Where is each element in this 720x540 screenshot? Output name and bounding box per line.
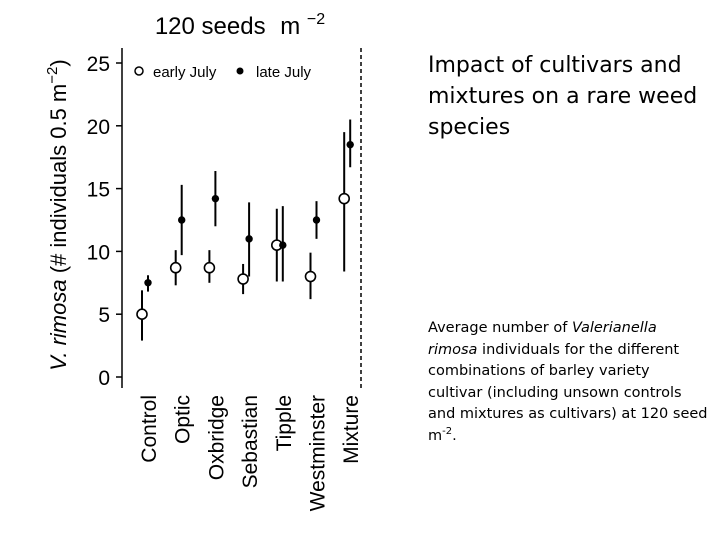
x-tick-label: Oxbridge xyxy=(205,395,228,480)
y-axis-label-exp: −2 xyxy=(44,67,61,84)
data-point xyxy=(304,270,317,283)
x-tick-label: Optic xyxy=(172,395,195,444)
y-tick-label: 25 xyxy=(87,53,110,76)
chart-title-main: 120 seeds xyxy=(155,13,266,40)
chart-title-unit: m xyxy=(280,13,300,40)
y-axis-label-text: (# individuals 0.5 m xyxy=(46,84,71,280)
data-point xyxy=(237,273,249,285)
data-point xyxy=(338,192,351,205)
data-points xyxy=(136,140,354,321)
x-tick-label: Sebastian xyxy=(239,395,262,488)
chart-title: 120 seeds m −2 xyxy=(155,11,325,40)
y-tick-label: 20 xyxy=(87,116,110,139)
figure-caption: Average number of Valerianella rimosa in… xyxy=(428,318,708,447)
y-axis-label: V. rimosa (# individuals 0.5 m−2) xyxy=(44,59,71,370)
data-point xyxy=(312,216,321,224)
data-point xyxy=(245,235,253,243)
data-point xyxy=(203,261,216,274)
data-point xyxy=(144,279,152,287)
data-point xyxy=(279,241,287,249)
legend: early July late July xyxy=(134,64,312,81)
x-tick-label: Westminster xyxy=(307,395,330,511)
y-tick-label: 10 xyxy=(87,241,110,264)
error-bars xyxy=(141,119,352,341)
caption-species: Valerianella rimosa xyxy=(428,320,657,358)
y-axis-label-species: V. rimosa xyxy=(46,279,71,370)
weed-density-chart: 120 seeds m −2 V. rimosa (# individuals … xyxy=(44,11,363,511)
caption-end: . xyxy=(452,427,457,444)
data-point xyxy=(169,261,182,274)
legend-label-early-july: early July xyxy=(153,64,217,81)
data-point xyxy=(136,308,148,321)
y-ticks: 0 5 10 15 20 25 xyxy=(87,53,122,390)
x-tick-label: Control xyxy=(138,395,161,463)
x-tick-label: Mixture xyxy=(340,395,363,464)
caption-exp: -2 xyxy=(442,425,453,437)
caption-suffix: individuals for the different combinatio… xyxy=(428,341,708,444)
data-point xyxy=(178,216,186,224)
legend-label-late-july: late July xyxy=(256,64,312,81)
y-tick-label: 15 xyxy=(87,179,110,202)
legend-marker-early-july xyxy=(134,66,144,76)
y-tick-label: 0 xyxy=(98,367,110,390)
x-tick-label: Tipple xyxy=(273,395,296,451)
data-point xyxy=(346,140,354,149)
data-point xyxy=(211,194,220,203)
chart-title-unit-exp: −2 xyxy=(307,11,325,28)
y-tick-label: 5 xyxy=(98,304,110,327)
y-axis-label-close: ) xyxy=(46,59,71,66)
slide-title: Impact of cultivars and mixtures on a ra… xyxy=(428,53,698,140)
x-tick-labels: Control Optic Oxbridge Sebastian Tipple Westm… xyxy=(138,395,363,511)
legend-marker-late-july xyxy=(236,67,244,75)
caption-prefix: Average number of xyxy=(428,320,572,336)
